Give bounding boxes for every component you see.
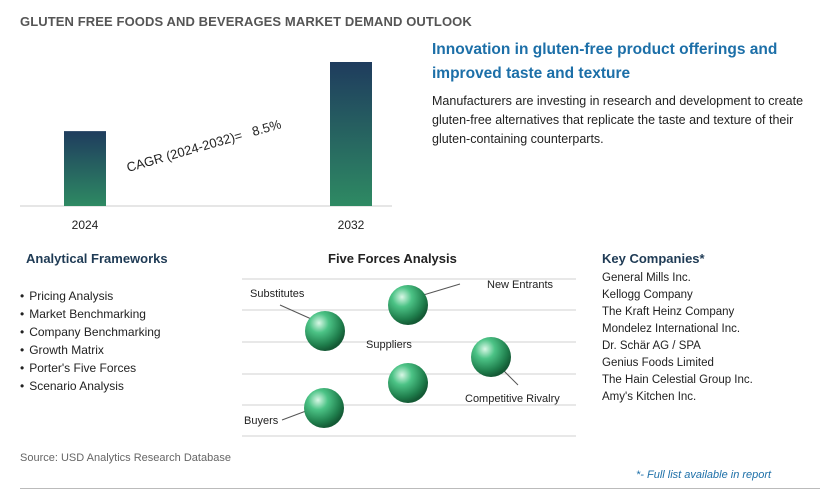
key-companies-list: General Mills Inc. Kellogg Company The K… xyxy=(602,270,753,406)
company-item: Dr. Schär AG / SPA xyxy=(602,340,701,352)
substitutes-sphere xyxy=(305,311,345,351)
list-item: Pricing Analysis xyxy=(20,287,161,305)
source-note: Source: USD Analytics Research Database xyxy=(20,452,231,464)
competitive-rivalry-sphere xyxy=(471,337,511,377)
x-tick-label: 2024 xyxy=(72,218,99,232)
company-item: Amy's Kitchen Inc. xyxy=(602,391,697,403)
full-list-footnote: *- Full list available in report xyxy=(636,469,772,481)
insight-headline: Innovation in gluten-free product offeri… xyxy=(432,41,778,82)
company-item: Genius Foods Limited xyxy=(602,357,714,369)
buyers-sphere xyxy=(304,388,344,428)
company-item: Mondelez International Inc. xyxy=(602,323,741,335)
x-tick-label: 2032 xyxy=(338,218,365,232)
suppliers-label: Suppliers xyxy=(366,339,412,351)
buyers-label: Buyers xyxy=(244,415,279,427)
outlook-bar-chart: 2024 2032 CAGR (2024-2032)= 8.5% xyxy=(20,62,392,232)
company-item: Kellogg Company xyxy=(602,289,693,301)
competitive-rivalry-label: Competitive Rivalry xyxy=(465,393,560,405)
five-forces-title: Five Forces Analysis xyxy=(328,251,457,266)
company-item: The Hain Celestial Group Inc. xyxy=(602,374,753,386)
list-item: Growth Matrix xyxy=(20,341,161,359)
key-companies-title: Key Companies* xyxy=(602,251,705,266)
frameworks-list: Pricing Analysis Market Benchmarking Com… xyxy=(20,287,161,395)
list-item: Porter's Five Forces xyxy=(20,359,161,377)
new-entrants-sphere xyxy=(388,285,428,325)
list-item: Company Benchmarking xyxy=(20,323,160,341)
substitutes-label: Substitutes xyxy=(250,288,305,300)
company-item: The Kraft Heinz Company xyxy=(602,306,735,318)
page-title: GLUTEN FREE FOODS AND BEVERAGES MARKET D… xyxy=(20,14,472,29)
footer-divider xyxy=(20,488,820,489)
bar-2032 xyxy=(330,62,372,206)
five-forces-diagram xyxy=(242,278,576,437)
list-item: Scenario Analysis xyxy=(20,377,161,395)
suppliers-sphere xyxy=(388,363,428,403)
list-item: Market Benchmarking xyxy=(20,305,161,323)
company-item: General Mills Inc. xyxy=(602,272,691,284)
new-entrants-label: New Entrants xyxy=(487,279,554,291)
insight-description: Manufacturers are investing in research … xyxy=(432,94,804,146)
frameworks-title: Analytical Frameworks xyxy=(26,251,168,266)
bar-2024 xyxy=(64,131,106,206)
